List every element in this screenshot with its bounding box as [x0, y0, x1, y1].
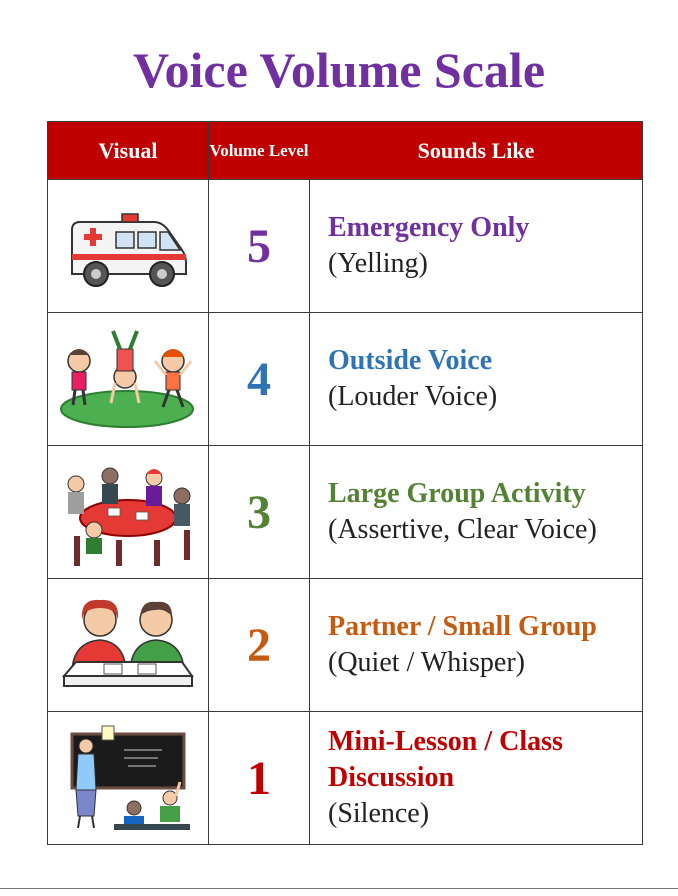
table-row: 1 Mini-Lesson / Class Discussion (Silenc… [47, 711, 643, 845]
page-title: Voice Volume Scale [132, 42, 546, 98]
level-title: Emergency Only [328, 212, 530, 243]
level-subtitle: (Silence) [328, 798, 430, 829]
level-title: Mini-Lesson / Class Discussion [328, 726, 563, 793]
visual-cell [47, 445, 209, 579]
sounds-like-cell: Large Group Activity (Assertive, Clear V… [309, 445, 643, 579]
level-subtitle: (Quiet / Whisper) [328, 647, 525, 678]
sounds-like-cell: Mini-Lesson / Class Discussion (Silence) [309, 711, 643, 845]
level-number: 5 [208, 179, 310, 313]
header-volume-level: Volume Level [208, 121, 310, 180]
level-title: Outside Voice [328, 345, 493, 376]
level-number: 1 [208, 711, 310, 845]
level-subtitle: (Assertive, Clear Voice) [328, 514, 597, 545]
level-subtitle: (Yelling) [328, 248, 428, 279]
table-row: 3 Large Group Activity (Assertive, Clear… [47, 445, 643, 579]
level-number: 3 [208, 445, 310, 579]
visual-cell [47, 578, 209, 712]
level-title: Partner / Small Group [328, 611, 597, 642]
level-number: 2 [208, 578, 310, 712]
ambulance-icon [71, 213, 187, 287]
header-sounds-like: Sounds Like [309, 121, 643, 180]
group-table-icon [67, 467, 191, 566]
visual-cell [47, 312, 209, 446]
sounds-like-cell: Emergency Only (Yelling) [309, 179, 643, 313]
table-row: 5 Emergency Only (Yelling) [47, 179, 643, 313]
table-header-row: Visual Volume Level Sounds Like [47, 121, 643, 180]
partners-desk-icon [61, 599, 194, 687]
level-number: 4 [208, 312, 310, 446]
visual-cell [47, 711, 209, 845]
level-title: Large Group Activity [328, 478, 586, 509]
visual-cell [47, 179, 209, 313]
sounds-like-cell: Outside Voice (Louder Voice) [309, 312, 643, 446]
page-divider [0, 888, 678, 889]
teacher-classroom-icon [70, 725, 190, 830]
voice-volume-table: Visual Volume Level Sounds Like [47, 121, 643, 845]
level-subtitle: (Louder Voice) [328, 381, 498, 412]
sounds-like-cell: Partner / Small Group (Quiet / Whisper) [309, 578, 643, 712]
header-visual: Visual [47, 121, 209, 180]
table-row: 2 Partner / Small Group (Quiet / Whisper… [47, 578, 643, 712]
table-row: 4 Outside Voice (Louder Voice) [47, 312, 643, 446]
children-playing-icon [60, 330, 194, 428]
